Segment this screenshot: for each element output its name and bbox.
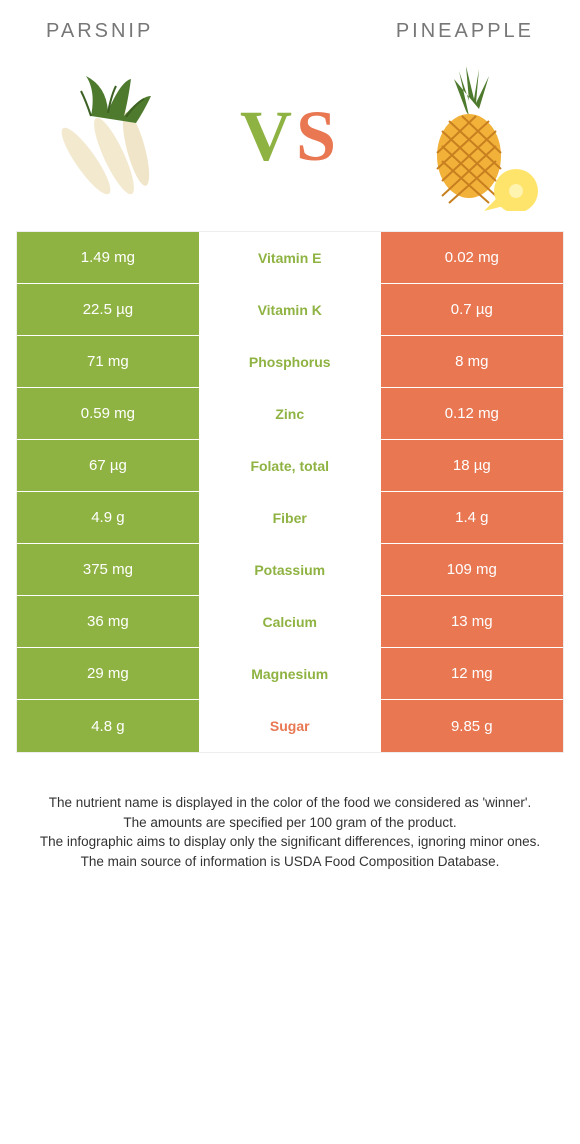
footnotes: The nutrient name is displayed in the co…: [16, 793, 564, 871]
value-a: 4.8 g: [17, 700, 199, 752]
nutrient-name: Vitamin E: [199, 232, 381, 283]
value-a: 4.9 g: [17, 492, 199, 543]
footnote-line: The nutrient name is displayed in the co…: [26, 793, 554, 813]
value-a: 67 µg: [17, 440, 199, 491]
food-b-title: PINEAPPLE: [396, 20, 534, 43]
nutrient-table: 1.49 mgVitamin E0.02 mg22.5 µgVitamin K0…: [16, 231, 564, 753]
value-a: 29 mg: [17, 648, 199, 699]
vs-v: V: [240, 96, 296, 176]
vs-label: VS: [240, 95, 340, 178]
value-b: 9.85 g: [381, 700, 563, 752]
hero-row: VS: [16, 51, 564, 231]
nutrient-name: Zinc: [199, 388, 381, 439]
table-row: 22.5 µgVitamin K0.7 µg: [17, 284, 563, 336]
nutrient-name: Phosphorus: [199, 336, 381, 387]
table-row: 71 mgPhosphorus8 mg: [17, 336, 563, 388]
table-row: 67 µgFolate, total18 µg: [17, 440, 563, 492]
nutrient-name: Calcium: [199, 596, 381, 647]
table-row: 375 mgPotassium109 mg: [17, 544, 563, 596]
value-b: 12 mg: [381, 648, 563, 699]
nutrient-name: Magnesium: [199, 648, 381, 699]
nutrient-name: Potassium: [199, 544, 381, 595]
nutrient-name: Vitamin K: [199, 284, 381, 335]
value-b: 1.4 g: [381, 492, 563, 543]
table-row: 36 mgCalcium13 mg: [17, 596, 563, 648]
pineapple-image: [394, 61, 544, 211]
footnote-line: The amounts are specified per 100 gram o…: [26, 813, 554, 833]
table-row: 0.59 mgZinc0.12 mg: [17, 388, 563, 440]
table-row: 4.8 gSugar9.85 g: [17, 700, 563, 752]
value-b: 0.12 mg: [381, 388, 563, 439]
value-a: 22.5 µg: [17, 284, 199, 335]
food-a-title: PARSNIP: [46, 20, 153, 43]
value-b: 18 µg: [381, 440, 563, 491]
footnote-line: The infographic aims to display only the…: [26, 832, 554, 852]
value-a: 0.59 mg: [17, 388, 199, 439]
vs-s: S: [296, 96, 340, 176]
value-b: 0.7 µg: [381, 284, 563, 335]
table-row: 4.9 gFiber1.4 g: [17, 492, 563, 544]
footnote-line: The main source of information is USDA F…: [26, 852, 554, 872]
value-a: 71 mg: [17, 336, 199, 387]
value-b: 109 mg: [381, 544, 563, 595]
table-row: 29 mgMagnesium12 mg: [17, 648, 563, 700]
value-b: 8 mg: [381, 336, 563, 387]
table-row: 1.49 mgVitamin E0.02 mg: [17, 232, 563, 284]
parsnip-image: [36, 61, 186, 211]
value-a: 375 mg: [17, 544, 199, 595]
value-b: 0.02 mg: [381, 232, 563, 283]
value-b: 13 mg: [381, 596, 563, 647]
value-a: 1.49 mg: [17, 232, 199, 283]
nutrient-name: Fiber: [199, 492, 381, 543]
value-a: 36 mg: [17, 596, 199, 647]
nutrient-name: Folate, total: [199, 440, 381, 491]
nutrient-name: Sugar: [199, 700, 381, 752]
